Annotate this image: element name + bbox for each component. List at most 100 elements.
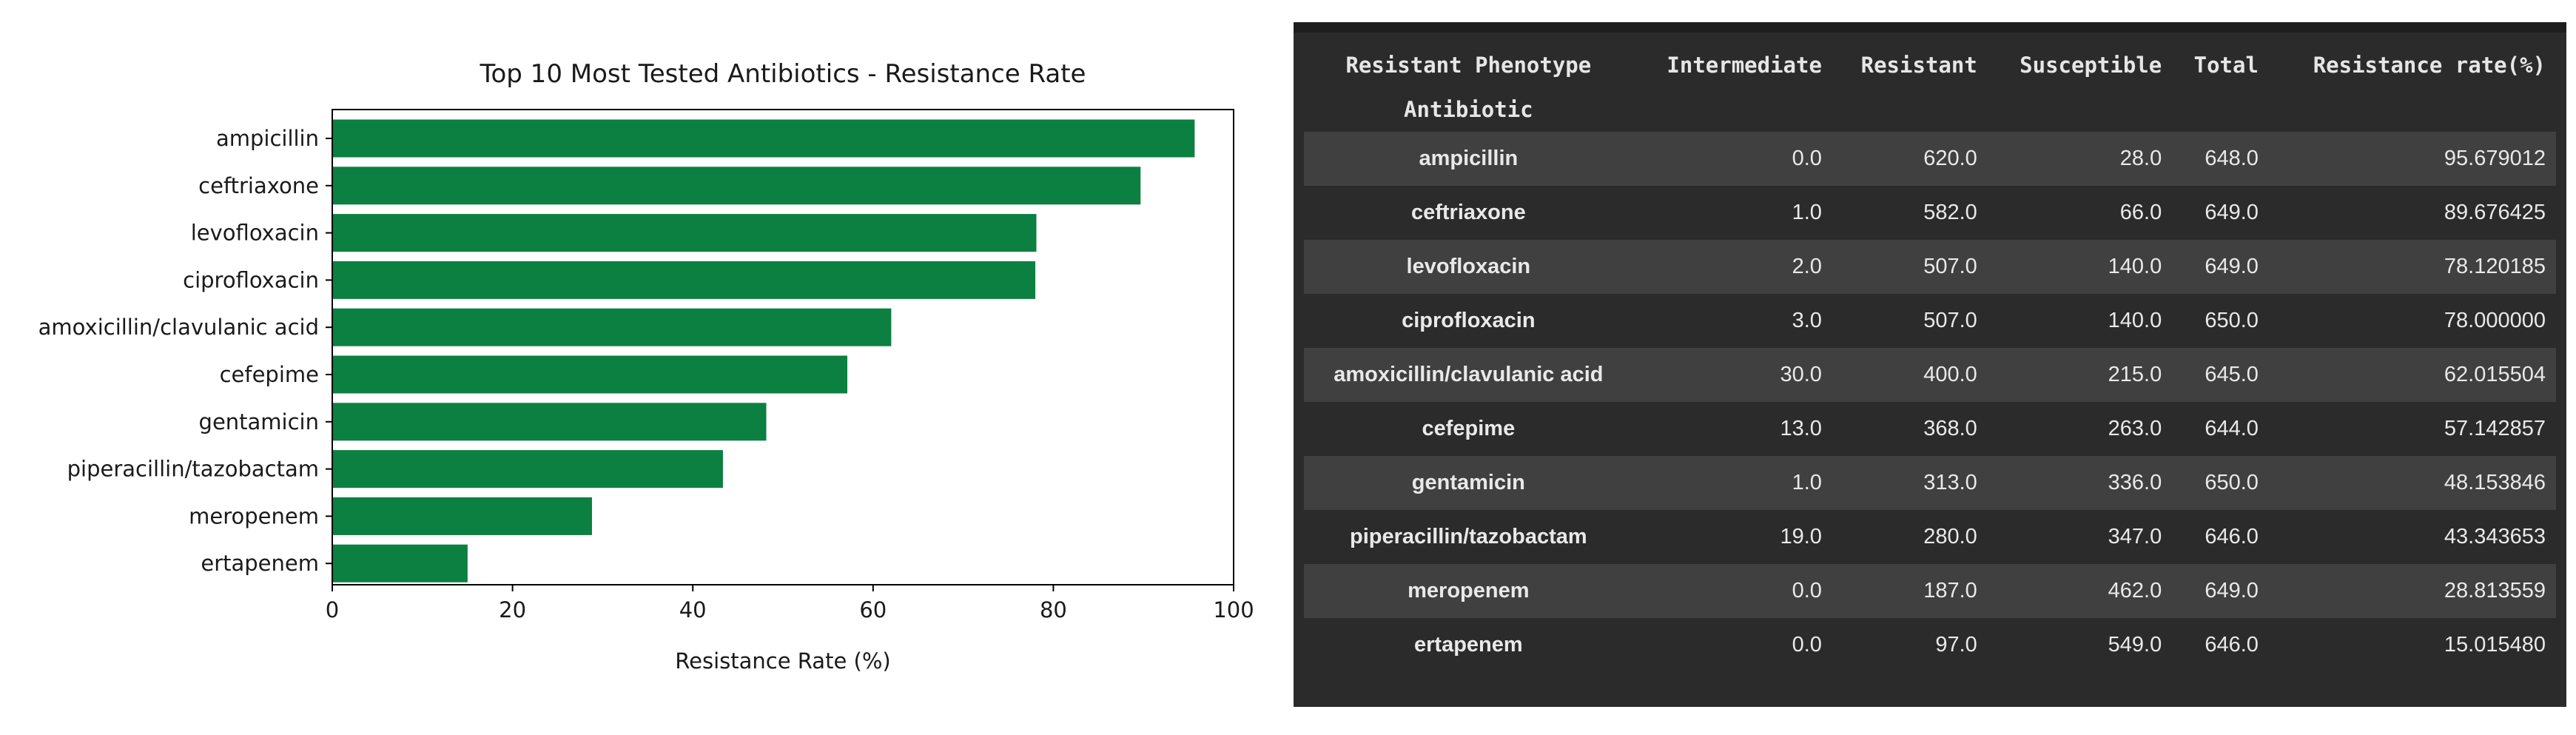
table-row: ertapenem 0.0 97.0 549.0 646.0 15.015480: [1304, 618, 2556, 672]
table-row: meropenem 0.0 187.0 462.0 649.0 28.813559: [1304, 564, 2556, 618]
table-cell: 140.0: [1987, 240, 2173, 294]
x-tick-label: 80: [1040, 597, 1067, 622]
table-cell: 95.679012: [2268, 132, 2556, 186]
y-tick-label: amoxicillin/clavulanic acid: [38, 315, 319, 340]
table-row: ampicillin 0.0 620.0 28.0 648.0 95.679012: [1304, 132, 2556, 186]
table-row: ceftriaxone 1.0 582.0 66.0 649.0 89.676425: [1304, 186, 2556, 240]
x-tick-label: 100: [1213, 597, 1254, 622]
table-cell: 336.0: [1987, 456, 2173, 510]
table-cell: 645.0: [2172, 348, 2269, 402]
chart-title: Top 10 Most Tested Antibiotics - Resista…: [480, 59, 1086, 89]
table-cell: 368.0: [1832, 402, 1988, 456]
table-cell: 582.0: [1832, 186, 1988, 240]
table-cell: 1.0: [1632, 456, 1832, 510]
table-cell: 2.0: [1632, 240, 1832, 294]
table-cell: 646.0: [2172, 618, 2269, 672]
table-cell: 28.0: [1987, 132, 2173, 186]
table-cell: 648.0: [2172, 132, 2269, 186]
row-index-antibiotic: meropenem: [1304, 564, 1633, 618]
y-tick-label: ciprofloxacin: [183, 267, 319, 292]
bar-ampicillin: [332, 119, 1195, 158]
bar-amoxicillin-clavulanic-acid: [332, 308, 892, 346]
table-cell: 649.0: [2172, 186, 2269, 240]
row-index-antibiotic: cefepime: [1304, 402, 1633, 456]
table-cell: 57.142857: [2268, 402, 2556, 456]
table-row: gentamicin 1.0 313.0 336.0 650.0 48.153846: [1304, 456, 2556, 510]
table-cell: 30.0: [1632, 348, 1832, 402]
table-cell: 313.0: [1832, 456, 1988, 510]
table-cell: 646.0: [2172, 510, 2269, 564]
column-header-resistant: Resistant: [1860, 53, 1977, 78]
table-cell: 400.0: [1832, 348, 1988, 402]
bar-meropenem: [332, 497, 592, 535]
table-cell: 78.120185: [2268, 240, 2556, 294]
column-header-total: Total: [2193, 53, 2259, 78]
table-cell: 48.153846: [2268, 456, 2556, 510]
table-cell: 89.676425: [2268, 186, 2556, 240]
column-header-susceptible: Susceptible: [2020, 53, 2162, 78]
table-cell: 263.0: [1987, 402, 2173, 456]
data-table: Resistant Phenotype Intermediate Resista…: [1304, 43, 2556, 672]
table-row: ciprofloxacin 3.0 507.0 140.0 650.0 78.000000: [1304, 294, 2556, 348]
table-cell: 650.0: [2172, 456, 2269, 510]
table-cell: 649.0: [2172, 564, 2269, 618]
table-cell: 66.0: [1987, 186, 2173, 240]
table-row: cefepime 13.0 368.0 263.0 644.0 57.142857: [1304, 402, 2556, 456]
table-cell: 140.0: [1987, 294, 2173, 348]
bar-cefepime: [332, 355, 847, 394]
bar-levofloxacin: [332, 214, 1037, 252]
bar-ceftriaxone: [332, 167, 1141, 205]
column-header-row: Resistant Phenotype Intermediate Resista…: [1304, 43, 2556, 87]
table-cell: 62.015504: [2268, 348, 2556, 402]
table-cell: 187.0: [1832, 564, 1988, 618]
y-tick-label: ceftriaxone: [198, 173, 319, 198]
resistance-dataframe-table: Resistant Phenotype Intermediate Resista…: [1294, 22, 2566, 707]
table-cell: 1.0: [1632, 186, 1832, 240]
table-cell: 97.0: [1832, 618, 1988, 672]
y-tick-label: meropenem: [189, 503, 319, 528]
table-cell: 15.015480: [2268, 618, 2556, 672]
index-header-row: Antibiotic: [1304, 87, 2556, 132]
columns-label: Resistant Phenotype: [1345, 53, 1592, 78]
y-axis: ampicillin ceftriaxone levofloxacin ciprofl…: [38, 126, 332, 576]
table-cell: 507.0: [1832, 240, 1988, 294]
table-cell: 19.0: [1632, 510, 1832, 564]
table-row: piperacillin/tazobactam 19.0 280.0 347.0 646…: [1304, 510, 2556, 564]
empty-header-cell: [2269, 87, 2556, 132]
chart-canvas: Top 10 Most Tested Antibiotics - Resista…: [38, 59, 1254, 674]
table-cell: 0.0: [1632, 132, 1832, 186]
table-cell: 507.0: [1832, 294, 1988, 348]
row-index-antibiotic: ampicillin: [1304, 132, 1633, 186]
table-cell: 649.0: [2172, 240, 2269, 294]
table-cell: 620.0: [1832, 132, 1988, 186]
table-cell: 215.0: [1987, 348, 2173, 402]
table-cell: 462.0: [1987, 564, 2173, 618]
column-header-intermediate: Intermediate: [1667, 53, 1822, 78]
bar-ertapenem: [332, 544, 468, 583]
row-index-antibiotic: gentamicin: [1304, 456, 1633, 510]
y-tick-label: levofloxacin: [191, 221, 319, 246]
table-row: levofloxacin 2.0 507.0 140.0 649.0 78.120185: [1304, 240, 2556, 294]
bars-group: [332, 119, 1195, 583]
row-index-antibiotic: piperacillin/tazobactam: [1304, 510, 1633, 564]
bar-piperacillin-tazobactam: [332, 450, 723, 489]
table-cell: 3.0: [1632, 294, 1832, 348]
table-cell: 650.0: [2172, 294, 2269, 348]
x-axis: 0 20 40 60 80 100: [326, 585, 1254, 622]
y-tick-label: ampicillin: [216, 126, 319, 151]
table-cell: 644.0: [2172, 402, 2269, 456]
column-header-resistance-rate: Resistance rate(%): [2313, 53, 2546, 78]
row-index-antibiotic: levofloxacin: [1304, 240, 1633, 294]
index-label: Antibiotic: [1404, 97, 1533, 122]
table-body: ampicillin 0.0 620.0 28.0 648.0 95.679012 ceft…: [1304, 132, 2556, 672]
row-index-antibiotic: amoxicillin/clavulanic acid: [1304, 348, 1633, 402]
row-index-antibiotic: ciprofloxacin: [1304, 294, 1633, 348]
table-cell: 28.813559: [2268, 564, 2556, 618]
row-index-antibiotic: ertapenem: [1304, 618, 1633, 672]
table-cell: 43.343653: [2268, 510, 2556, 564]
plot-frame: [332, 109, 1234, 585]
resistance-bar-chart: Top 10 Most Tested Antibiotics - Resista…: [0, 0, 1273, 735]
table-cell: 78.000000: [2268, 294, 2556, 348]
table-cell: 13.0: [1632, 402, 1832, 456]
empty-header-cell: [1988, 87, 2172, 132]
